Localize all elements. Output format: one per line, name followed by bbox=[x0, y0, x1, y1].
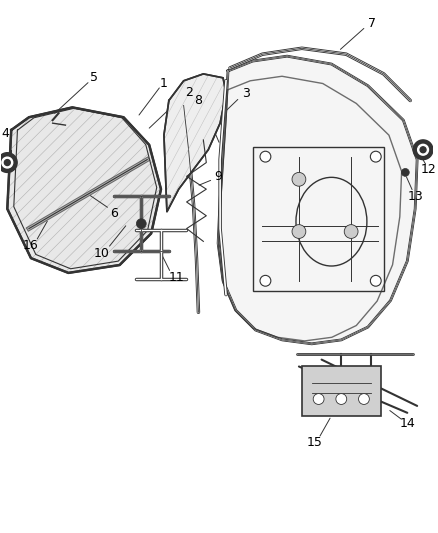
Text: 12: 12 bbox=[421, 163, 437, 176]
Circle shape bbox=[4, 159, 10, 166]
Circle shape bbox=[260, 276, 271, 286]
Circle shape bbox=[292, 224, 306, 238]
Text: 6: 6 bbox=[110, 207, 118, 220]
Text: 7: 7 bbox=[368, 17, 376, 30]
Text: 15: 15 bbox=[307, 436, 323, 449]
Text: 14: 14 bbox=[399, 417, 415, 430]
Circle shape bbox=[371, 276, 381, 286]
Circle shape bbox=[136, 219, 146, 229]
Polygon shape bbox=[164, 74, 226, 212]
Text: 2: 2 bbox=[185, 86, 193, 99]
Text: 1: 1 bbox=[160, 77, 168, 90]
Circle shape bbox=[260, 151, 271, 162]
Text: 11: 11 bbox=[169, 271, 185, 284]
Polygon shape bbox=[7, 107, 161, 273]
Text: 5: 5 bbox=[90, 71, 98, 84]
Circle shape bbox=[313, 393, 324, 405]
Text: 9: 9 bbox=[214, 170, 222, 183]
Circle shape bbox=[292, 172, 306, 186]
Polygon shape bbox=[218, 56, 417, 344]
Circle shape bbox=[413, 140, 433, 159]
Text: 3: 3 bbox=[242, 87, 250, 100]
Circle shape bbox=[371, 151, 381, 162]
Circle shape bbox=[2, 157, 13, 168]
Text: 4: 4 bbox=[1, 126, 9, 140]
Text: 16: 16 bbox=[23, 239, 39, 252]
Text: 8: 8 bbox=[194, 94, 202, 107]
Circle shape bbox=[420, 147, 426, 153]
Polygon shape bbox=[302, 367, 381, 416]
Circle shape bbox=[359, 393, 369, 405]
Circle shape bbox=[418, 144, 428, 155]
Circle shape bbox=[336, 393, 347, 405]
Text: 10: 10 bbox=[94, 247, 110, 260]
Circle shape bbox=[401, 168, 409, 176]
Circle shape bbox=[344, 224, 358, 238]
Circle shape bbox=[0, 153, 17, 172]
Text: 13: 13 bbox=[407, 190, 423, 203]
